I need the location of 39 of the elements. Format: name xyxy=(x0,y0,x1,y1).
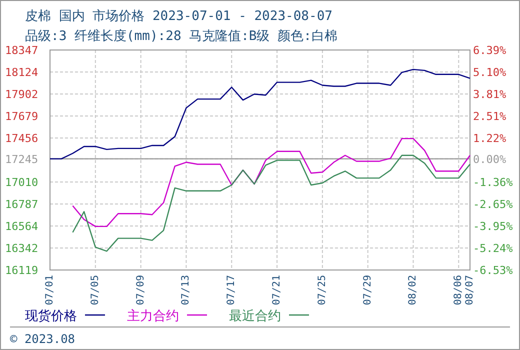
y-tick-label: 17010 xyxy=(5,176,38,190)
y-tick-label: 16342 xyxy=(5,242,38,255)
x-tick-label: 07/05 xyxy=(90,275,101,306)
x-tick-label: 08/02 xyxy=(408,275,419,306)
y2-tick-label: 5.10% xyxy=(473,66,506,79)
y2-tick-label: 3.81% xyxy=(473,88,506,101)
x-tick-label: 07/21 xyxy=(272,275,283,306)
y-tick-label: 16787 xyxy=(5,198,38,212)
x-tick-label: 08/07 xyxy=(464,275,476,306)
chart-subtitle: 品级:3 纤维长度(mm):28 马克隆值:B级 颜色:白棉 xyxy=(25,28,338,44)
y-tick-label: 18124 xyxy=(5,66,38,80)
x-tick-label: 08/06 xyxy=(453,275,464,306)
x-tick-label: 07/09 xyxy=(135,275,146,306)
chart-title: 皮棉 国内 市场价格 2023-07-01 - 2023-08-07 xyxy=(25,9,332,24)
x-tick-label: 07/25 xyxy=(316,275,328,306)
y-tick-label: 18347 xyxy=(5,44,38,57)
y-tick-label: 17679 xyxy=(5,110,38,123)
x-tick-label: 07/13 xyxy=(180,275,192,306)
y2-tick-label: 2.51% xyxy=(473,110,506,124)
y2-tick-label: -2.65% xyxy=(473,198,514,211)
y-tick-label: 17902 xyxy=(5,88,38,101)
y2-tick-label: -3.95% xyxy=(473,220,514,234)
y-tick-label: 16119 xyxy=(5,264,38,277)
y-tick-label: 17245 xyxy=(5,152,38,166)
y2-tick-label: -1.36% xyxy=(473,176,514,189)
legend-label: 最近合约 xyxy=(229,309,281,324)
y-tick-label: 16564 xyxy=(5,220,38,234)
legend-label: 现货价格 xyxy=(25,309,77,324)
y-tick-label: 17456 xyxy=(5,132,38,145)
x-tick-label: 07/29 xyxy=(362,275,374,306)
text: © 2023.08 xyxy=(10,332,76,346)
y2-tick-label: 0.00% xyxy=(473,152,506,166)
x-tick-label: 07/01 xyxy=(44,275,56,306)
legend-label: 主力合约 xyxy=(127,308,179,324)
y2-tick-label: -6.53% xyxy=(473,264,514,277)
y2-tick-label: 6.39% xyxy=(473,44,506,57)
y2-tick-label: -5.24% xyxy=(473,242,514,256)
x-tick-label: 07/17 xyxy=(226,275,238,306)
y2-tick-label: 1.22% xyxy=(473,132,506,146)
